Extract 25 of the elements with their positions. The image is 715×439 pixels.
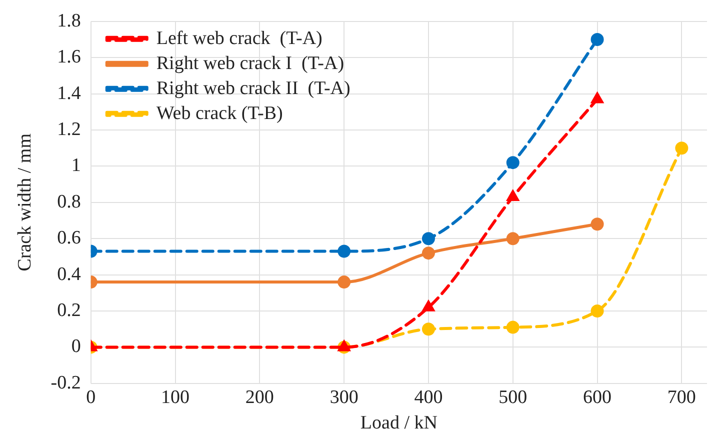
y-tick-label: 1.4 (57, 82, 82, 104)
x-tick-label: 300 (330, 386, 358, 408)
y-tick-label: 1 (71, 155, 81, 176)
y-tick-label: 0 (71, 336, 81, 358)
x-tick-label: 700 (667, 386, 696, 408)
y-tick-label: 0.6 (57, 228, 81, 249)
legend-label: Right web crack II (T-A) (156, 78, 350, 99)
x-axis-title: Load / kN (360, 412, 438, 434)
x-tick-label: 500 (498, 386, 528, 408)
x-tick-label: 400 (414, 386, 443, 408)
y-axis-title: Crack width / mm (14, 133, 36, 272)
y-tick-label: 0.2 (57, 300, 81, 321)
x-tick-label: 600 (583, 386, 612, 408)
y-tick-label: 0.4 (57, 264, 82, 285)
x-tick-label: 200 (245, 386, 274, 408)
x-tick-label: 100 (161, 386, 190, 408)
legend-label: Web crack (T-B) (156, 102, 283, 124)
y-tick-label: 1.2 (57, 118, 81, 140)
y-tick-label: 1.6 (57, 46, 81, 68)
x-tick-label: 0 (86, 386, 96, 408)
y-tick-label: -0.2 (50, 372, 81, 394)
y-tick-label: 1.8 (57, 10, 81, 32)
legend-label: Right web crack I (T-A) (156, 52, 344, 74)
y-tick-label: 0.8 (57, 191, 81, 212)
legend-label: Left web crack (T-A) (156, 28, 322, 49)
